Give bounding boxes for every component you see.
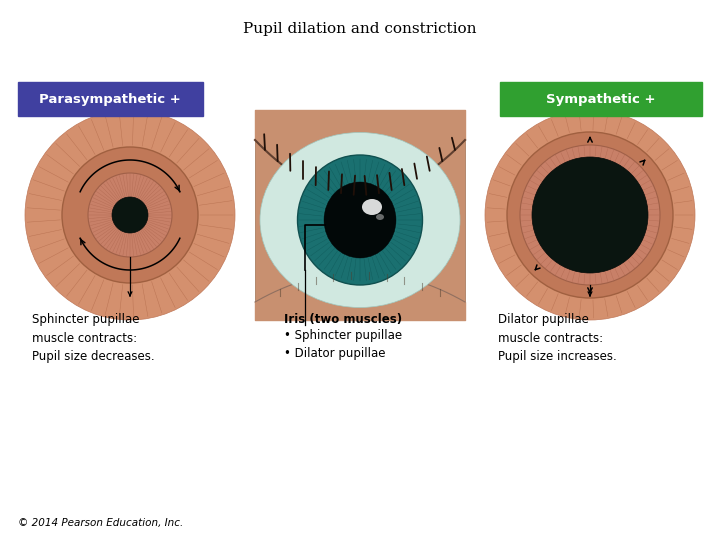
FancyBboxPatch shape xyxy=(500,82,702,116)
Text: Parasympathetic +: Parasympathetic + xyxy=(39,92,181,105)
Text: Dilator pupillae
muscle contracts:
Pupil size increases.: Dilator pupillae muscle contracts: Pupil… xyxy=(498,313,617,363)
FancyBboxPatch shape xyxy=(255,110,465,320)
Ellipse shape xyxy=(324,182,396,258)
Ellipse shape xyxy=(260,132,460,307)
Text: • Sphincter pupillae
• Dilator pupillae: • Sphincter pupillae • Dilator pupillae xyxy=(284,329,402,361)
Circle shape xyxy=(88,173,172,257)
Text: Sympathetic +: Sympathetic + xyxy=(546,92,656,105)
Text: Sphincter pupillae
muscle contracts:
Pupil size decreases.: Sphincter pupillae muscle contracts: Pup… xyxy=(32,313,155,363)
Circle shape xyxy=(485,110,695,320)
Circle shape xyxy=(532,157,648,273)
Circle shape xyxy=(25,110,235,320)
Circle shape xyxy=(507,132,673,298)
Circle shape xyxy=(62,147,198,283)
Circle shape xyxy=(520,145,660,285)
Circle shape xyxy=(112,197,148,233)
Ellipse shape xyxy=(376,214,384,220)
Ellipse shape xyxy=(297,155,423,285)
FancyBboxPatch shape xyxy=(18,82,203,116)
Text: © 2014 Pearson Education, Inc.: © 2014 Pearson Education, Inc. xyxy=(18,518,184,528)
Text: Iris (two muscles): Iris (two muscles) xyxy=(284,313,402,326)
Text: Pupil dilation and constriction: Pupil dilation and constriction xyxy=(243,22,477,36)
Ellipse shape xyxy=(362,199,382,215)
